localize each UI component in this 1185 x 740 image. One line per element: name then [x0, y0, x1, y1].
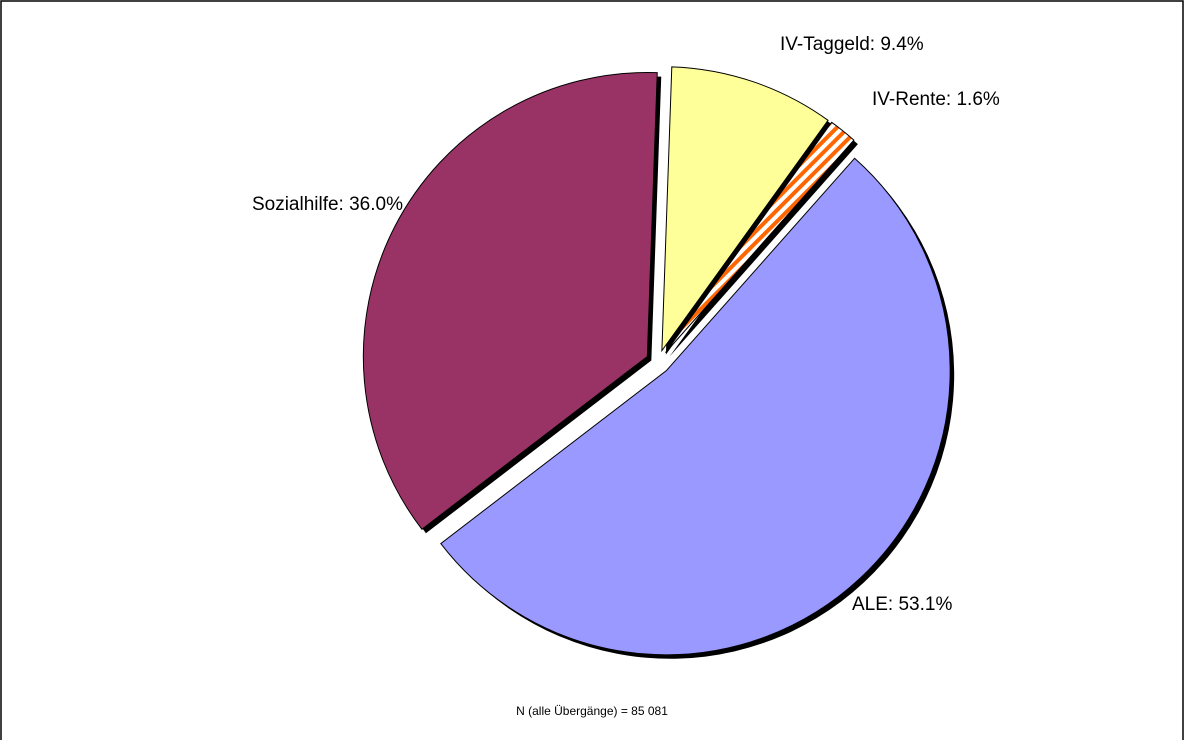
data-label: IV-Rente: 1.6% [872, 89, 1000, 110]
data-label: ALE: 53.1% [852, 594, 952, 615]
slice [661, 66, 829, 353]
slice [665, 121, 855, 353]
pie [362, 66, 955, 659]
note: N (alle Übergänge) = 85 081 [516, 704, 668, 718]
data-label: Sozialhilfe: 36.0% [252, 194, 403, 215]
slice [362, 72, 658, 530]
slice [440, 157, 951, 656]
data-label: IV-Taggeld: 9.4% [780, 34, 924, 55]
